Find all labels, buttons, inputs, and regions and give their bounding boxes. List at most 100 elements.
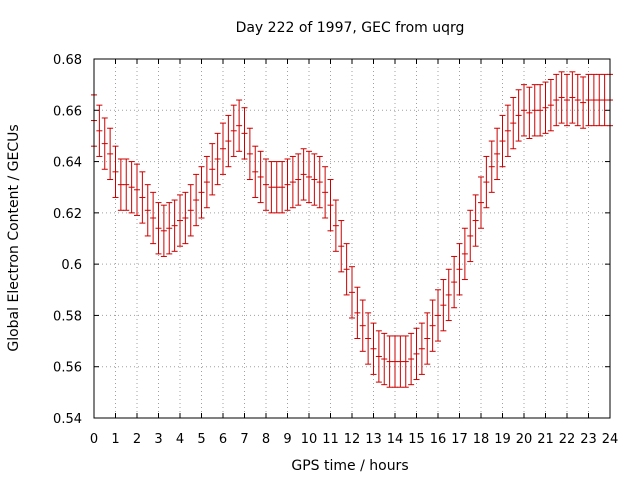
x-tick-label: 16 xyxy=(430,432,447,447)
data-point xyxy=(510,96,517,150)
data-point xyxy=(585,73,592,127)
data-point xyxy=(332,199,339,252)
x-tick-label: 17 xyxy=(451,432,468,447)
data-point xyxy=(225,114,232,168)
x-tick-label: 22 xyxy=(559,432,576,447)
tick-labels: 0 1 2 3 4 5 6 7 8 9 10 11 12 13 14 15 16 17 18 19 20 21 22 23 24… xyxy=(53,53,618,447)
data-point xyxy=(123,158,130,211)
data-point xyxy=(236,99,243,152)
data-point xyxy=(467,209,474,263)
x-axis-title: GPS time / hours xyxy=(291,458,408,474)
data-point xyxy=(504,104,511,157)
data-point xyxy=(177,194,183,247)
data-point xyxy=(456,243,463,296)
data-point xyxy=(558,71,565,124)
x-tick-label: 1 xyxy=(111,432,119,447)
data-point xyxy=(461,227,468,281)
data-point xyxy=(580,76,587,129)
data-point xyxy=(166,202,173,255)
x-tick-label: 19 xyxy=(494,432,511,447)
data-point xyxy=(198,166,205,219)
data-point xyxy=(381,332,388,386)
x-tick-label: 20 xyxy=(516,432,533,447)
data-point xyxy=(590,73,597,127)
data-point xyxy=(472,194,479,247)
data-point xyxy=(547,79,554,132)
data-point xyxy=(338,220,345,273)
x-tick-label: 7 xyxy=(240,432,248,447)
data-point xyxy=(445,268,452,322)
data-point xyxy=(418,322,425,375)
data-point xyxy=(279,161,286,214)
x-tick-label: 23 xyxy=(580,432,597,447)
y-tick-label: 0.64 xyxy=(53,156,82,171)
data-point xyxy=(349,266,355,319)
data-point xyxy=(160,204,167,257)
data-point xyxy=(451,255,458,309)
y-tick-label: 0.68 xyxy=(53,53,82,68)
x-tick-label: 10 xyxy=(301,432,318,447)
data-point xyxy=(478,176,484,229)
y-tick-label: 0.6 xyxy=(61,258,82,273)
data-point xyxy=(327,179,334,232)
data-point xyxy=(241,107,248,160)
data-point xyxy=(370,322,377,375)
data-point xyxy=(101,117,108,170)
y-tick-label: 0.62 xyxy=(53,207,82,222)
data-point xyxy=(322,166,329,219)
data-point xyxy=(569,71,576,124)
data-point xyxy=(574,73,581,127)
data-point xyxy=(273,161,280,214)
data-point xyxy=(263,158,269,211)
data-point xyxy=(139,171,146,224)
data-point xyxy=(214,132,221,186)
y-tick-label: 0.66 xyxy=(53,104,82,119)
data-point xyxy=(542,81,549,134)
data-point xyxy=(112,145,119,198)
x-tick-label: 0 xyxy=(90,432,98,447)
data-point xyxy=(413,327,420,381)
data-point xyxy=(220,122,226,175)
data-point xyxy=(392,335,398,388)
x-tick-label: 3 xyxy=(154,432,162,447)
data-point xyxy=(435,289,441,342)
data-point xyxy=(182,191,189,245)
data-point xyxy=(117,158,124,211)
data-point xyxy=(144,184,151,237)
chart-title: Day 222 of 1997, GEC from uqrg xyxy=(236,20,465,36)
data-point xyxy=(268,161,275,214)
data-point xyxy=(515,89,522,142)
data-point xyxy=(155,202,162,255)
data-point xyxy=(440,279,447,332)
x-tick-label: 13 xyxy=(365,432,382,447)
x-tick-label: 11 xyxy=(322,432,339,447)
data-point xyxy=(424,312,431,365)
x-tick-label: 12 xyxy=(344,432,361,447)
x-tick-label: 9 xyxy=(283,432,291,447)
data-point xyxy=(284,158,291,211)
y-tick-label: 0.58 xyxy=(53,309,82,324)
data-point xyxy=(601,73,608,127)
data-point xyxy=(150,191,157,245)
data-point xyxy=(96,104,103,157)
x-tick-label: 8 xyxy=(262,432,270,447)
data-point xyxy=(359,299,366,352)
data-point xyxy=(128,161,135,214)
data-point xyxy=(521,84,527,137)
data-point xyxy=(343,243,350,296)
data-point xyxy=(553,73,560,127)
data-point xyxy=(306,150,312,204)
axis-ticks xyxy=(93,58,611,419)
data-point xyxy=(537,84,544,137)
x-tick-label: 15 xyxy=(408,432,425,447)
data-point xyxy=(402,335,409,388)
data-point xyxy=(246,127,253,181)
data-point xyxy=(316,155,323,209)
data-point xyxy=(429,299,436,352)
data-point xyxy=(365,312,372,365)
data-point xyxy=(386,335,393,388)
x-tick-label: 24 xyxy=(602,432,619,447)
data-point xyxy=(252,145,259,198)
data-point xyxy=(564,73,570,127)
